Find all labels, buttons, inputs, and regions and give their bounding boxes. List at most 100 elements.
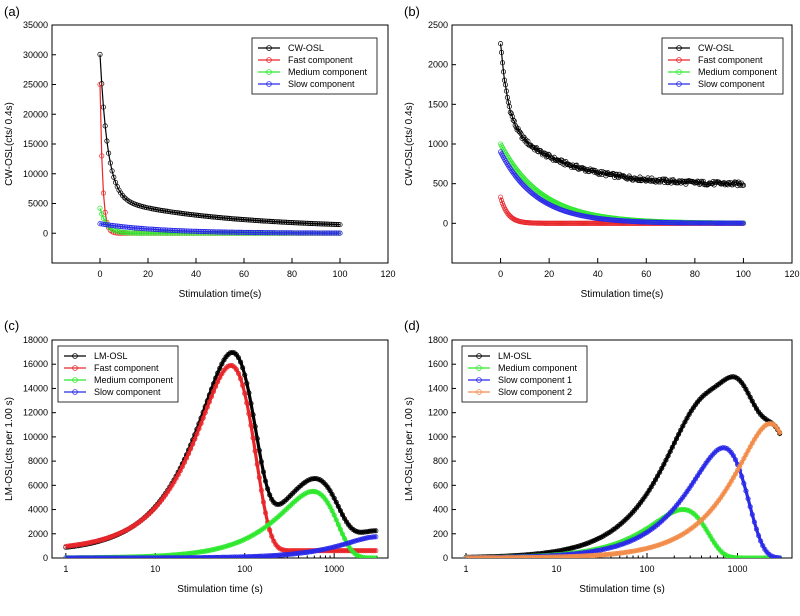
data-point	[220, 229, 226, 235]
y-tick-label: 20000	[23, 109, 48, 119]
y-axis-title: LM-OSL(cts per 1.00 s)	[4, 397, 15, 501]
data-point	[261, 230, 267, 236]
data-point	[235, 229, 241, 235]
data-point	[244, 217, 250, 223]
data-point	[207, 214, 214, 220]
data-point	[111, 223, 117, 229]
data-point	[226, 215, 233, 222]
data-point	[684, 507, 690, 513]
legend-swatch-marker	[476, 365, 482, 371]
data-point	[260, 469, 267, 475]
x-tick-label: 1000	[324, 564, 344, 574]
series-slow-component-2	[463, 421, 783, 558]
data-point	[206, 399, 212, 405]
data-point	[265, 486, 271, 492]
data-point	[202, 410, 208, 416]
y-tick-label: 6000	[28, 480, 48, 490]
data-point	[323, 230, 329, 236]
legend-entry: Fast component	[288, 55, 353, 65]
data-point	[230, 216, 236, 222]
x-tick-label: 1	[63, 564, 68, 574]
data-point	[201, 213, 207, 219]
data-point	[210, 388, 217, 394]
legend-entry: Medium component	[498, 363, 578, 373]
data-point	[256, 230, 262, 236]
data-point	[734, 467, 741, 473]
data-point	[230, 229, 236, 235]
data-point	[656, 179, 662, 185]
data-point	[147, 226, 153, 232]
data-point	[97, 51, 103, 58]
data-point	[371, 548, 377, 554]
data-point	[507, 109, 513, 115]
data-point	[204, 213, 210, 219]
data-point	[207, 229, 214, 235]
data-point	[332, 230, 338, 236]
data-point	[743, 488, 749, 494]
legend-entry: Slow component	[698, 79, 765, 89]
data-point	[684, 415, 690, 421]
data-point	[327, 504, 333, 510]
data-point	[229, 349, 235, 355]
data-point	[262, 478, 269, 484]
data-point	[188, 228, 195, 234]
data-point	[137, 225, 143, 231]
data-point	[504, 94, 510, 100]
data-point	[126, 230, 132, 236]
data-point	[211, 214, 217, 220]
y-tick-label: 14000	[23, 383, 48, 393]
legend-swatch-marker	[476, 353, 482, 359]
data-point	[325, 221, 331, 227]
y-tick-label: 2500	[428, 20, 448, 30]
data-point	[285, 219, 291, 225]
data-point	[261, 218, 267, 224]
y-tick-label: 0	[443, 218, 448, 228]
data-point	[175, 210, 181, 216]
data-point	[173, 228, 179, 234]
data-point	[657, 469, 663, 475]
data-point	[327, 221, 333, 227]
data-point	[182, 211, 188, 217]
data-point	[289, 230, 295, 236]
data-point	[244, 380, 250, 386]
data-point	[309, 230, 315, 236]
y-tick-label: 16000	[23, 359, 48, 369]
data-point	[313, 221, 319, 227]
data-point	[277, 230, 283, 236]
data-point	[247, 217, 253, 223]
data-point	[337, 230, 343, 236]
data-point	[292, 220, 298, 226]
data-point	[316, 230, 322, 236]
data-point	[318, 221, 324, 227]
legend-entry: Slow component 2	[498, 387, 572, 397]
data-point	[97, 81, 103, 88]
y-tick-label: 30000	[23, 50, 48, 60]
series-cw-osl	[97, 51, 343, 228]
data-point	[337, 222, 343, 228]
data-point	[777, 555, 783, 558]
data-point	[498, 197, 505, 203]
data-point	[126, 224, 132, 230]
x-tick-label: 80	[287, 269, 297, 279]
data-point	[102, 123, 108, 129]
data-point	[498, 41, 504, 47]
data-point	[743, 386, 749, 392]
series-line	[99, 84, 340, 234]
x-tick-label: 100	[237, 564, 252, 574]
data-point	[235, 216, 241, 222]
data-point	[119, 224, 126, 230]
data-point	[267, 527, 273, 533]
x-tick-label: 0	[97, 269, 102, 279]
data-point	[373, 534, 379, 540]
data-point	[183, 228, 189, 234]
data-point	[321, 221, 328, 227]
data-point	[258, 459, 264, 465]
data-point	[741, 456, 747, 462]
data-point	[163, 208, 169, 214]
legend-swatch-marker	[266, 45, 272, 51]
data-point	[175, 472, 181, 478]
data-point	[173, 475, 179, 481]
data-point	[178, 210, 184, 216]
y-tick-label: 0	[43, 228, 48, 238]
data-point	[292, 230, 298, 236]
